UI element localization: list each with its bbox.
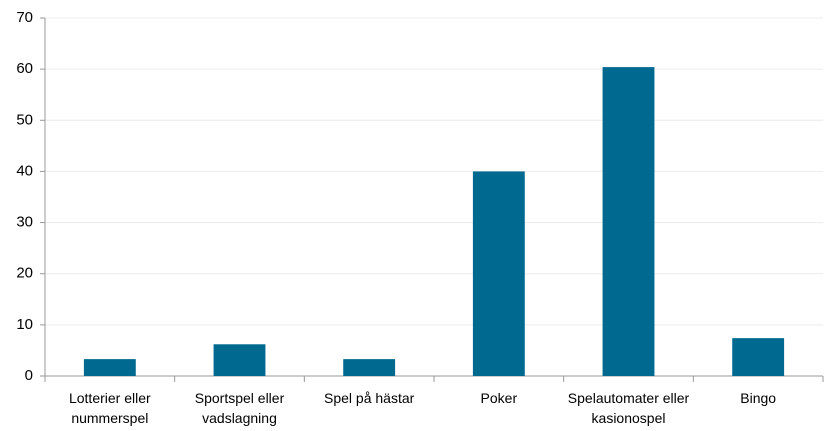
- x-tick-label: Lotterier eller nummerspel: [68, 390, 151, 426]
- bar: [732, 338, 785, 376]
- bar: [472, 171, 525, 376]
- bar: [213, 344, 266, 376]
- bar: [602, 67, 655, 377]
- y-tick-label: 20: [16, 265, 33, 282]
- y-tick-label: 10: [16, 316, 33, 333]
- y-tick-label: 0: [25, 367, 33, 384]
- x-tick-label: Sportspel eller vadslagning: [194, 390, 285, 426]
- x-tick-label: Bingo: [740, 390, 777, 406]
- y-tick-label: 50: [16, 111, 33, 128]
- y-tick-label: 40: [16, 162, 33, 179]
- y-tick-label: 70: [16, 9, 33, 26]
- bar: [83, 359, 136, 376]
- y-tick-label: 30: [16, 214, 33, 231]
- bar: [343, 359, 396, 376]
- x-tick-label: Spel på hästar: [324, 390, 415, 406]
- x-tick-label: Poker: [480, 390, 518, 406]
- y-tick-label: 60: [16, 60, 33, 77]
- x-tick-label: Spelautomater eller kasionospel: [567, 390, 690, 426]
